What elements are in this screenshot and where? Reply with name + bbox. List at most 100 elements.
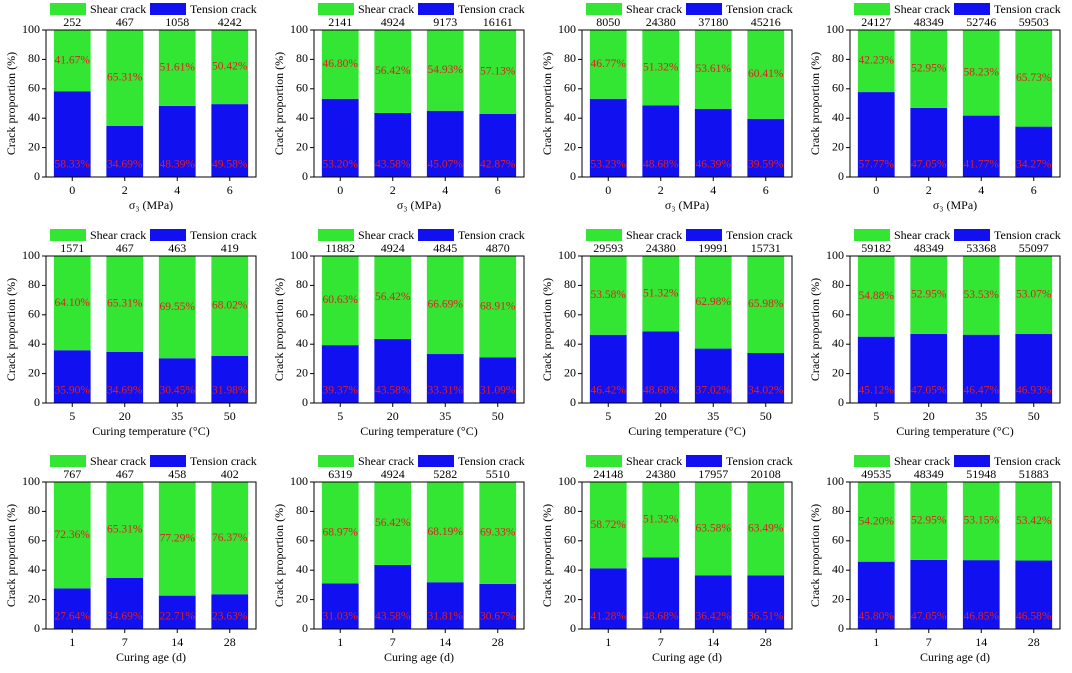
legend-swatch	[854, 455, 890, 467]
y-axis-title: Crack proportion (%)	[272, 504, 286, 607]
bar-segment	[374, 30, 412, 113]
y-tick-label: 0	[838, 169, 844, 183]
bar-total: 48349	[914, 241, 944, 255]
bar-segment	[589, 482, 627, 569]
bar-total: 5510	[486, 467, 510, 481]
chart-panel: Shear crack Tension crack 0 20 40 60 80 100 35.9…	[4, 228, 257, 438]
legend-label: Shear crack	[358, 454, 414, 468]
chart-panel: Shear crack Tension crack 0 20 40 60 80 100 45.1…	[808, 228, 1061, 438]
bar-total: 11882	[325, 241, 355, 255]
bar-total: 6319	[328, 467, 352, 481]
legend-swatch	[50, 229, 86, 241]
bar-segment	[53, 30, 91, 92]
x-tick-label: 2	[926, 183, 932, 197]
bar-total: 20108	[751, 467, 781, 481]
x-tick-label: 7	[926, 635, 932, 649]
bar-segment	[158, 595, 196, 629]
bar-segment	[106, 256, 144, 353]
chart-panel: Shear crack Tension crack02040608010058.3…	[4, 2, 257, 212]
value-label: 46.80%	[323, 58, 359, 70]
y-tick-label: 60	[564, 533, 576, 547]
legend-swatch	[418, 229, 454, 241]
bar-total: 29593	[593, 241, 623, 255]
y-tick-label: 60	[296, 307, 308, 321]
plot-frame	[849, 29, 1061, 178]
legend-swatch	[318, 229, 354, 241]
legend-swatch	[418, 3, 454, 15]
x-tick-label: 35	[707, 409, 719, 423]
value-label: 31.09%	[480, 385, 516, 397]
x-axis-title: Curing age (d)	[920, 650, 990, 664]
bar-segment	[106, 578, 144, 629]
x-tick-label: 6	[763, 183, 769, 197]
value-label: 65.98%	[748, 298, 784, 310]
chart-panel: Shear crack Tension crack 0 20 40 60 80 100 46.4…	[540, 228, 793, 438]
value-label: 46.77%	[591, 58, 627, 70]
bar-total: 15731	[751, 241, 781, 255]
legend-swatch	[686, 3, 722, 15]
bar-segment	[426, 482, 464, 583]
x-tick-label: 1	[873, 635, 879, 649]
legend-label: Shear crack	[90, 454, 146, 468]
y-tick-label: 100	[290, 248, 308, 262]
bar-segment	[1015, 482, 1053, 561]
value-label: 53.15%	[964, 515, 1000, 527]
x-tick-label: 5	[69, 409, 75, 423]
bar-segment	[479, 583, 517, 629]
legend-label: Shear crack	[894, 454, 950, 468]
y-tick-label: 60	[564, 81, 576, 95]
y-tick-label: 20	[296, 139, 308, 153]
y-tick-label: 100	[826, 248, 844, 262]
value-label: 34.69%	[107, 159, 143, 171]
chart-panel: Shear crack Tension crack 0 20 40 60 80 100 27.6…	[4, 454, 257, 664]
bar-segment	[962, 256, 1000, 335]
bar-segment	[479, 482, 517, 584]
x-tick-label: 35	[975, 409, 987, 423]
x-axis-title: Curing age (d)	[384, 650, 454, 664]
bar-segment	[1015, 256, 1053, 335]
x-axis-title: σ₃ (MPa)	[665, 198, 709, 212]
plot-frame	[313, 481, 525, 630]
y-axis-title: Crack proportion (%)	[540, 52, 554, 155]
y-tick-label: 20	[832, 365, 844, 379]
x-tick-label: 5	[605, 409, 611, 423]
value-label: 65.31%	[107, 72, 143, 84]
legend-label: Tension crack	[190, 228, 257, 242]
y-tick-label: 0	[34, 169, 40, 183]
y-tick-label: 20	[296, 365, 308, 379]
y-tick-label: 40	[28, 110, 40, 124]
value-label: 53.42%	[1016, 515, 1052, 527]
legend-swatch	[50, 3, 86, 15]
legend-label: Shear crack	[358, 228, 414, 242]
value-label: 23.63%	[212, 611, 248, 623]
bar-segment	[321, 30, 359, 99]
bar-total: 24380	[646, 15, 676, 29]
bar-segment	[53, 350, 91, 403]
chart-panel: Shear crack Tension crack02040608010053.2…	[540, 2, 793, 212]
plot-frame	[581, 255, 793, 404]
y-tick-label: 80	[564, 277, 576, 291]
y-tick-label: 40	[832, 562, 844, 576]
bar-segment	[321, 345, 359, 403]
y-tick-label: 40	[28, 336, 40, 350]
bar-total: 53368	[966, 241, 996, 255]
value-label: 60.63%	[323, 294, 359, 306]
y-axis-title: Crack proportion (%)	[808, 504, 822, 607]
y-tick-label: 100	[826, 474, 844, 488]
y-tick-label: 100	[22, 22, 40, 36]
y-axis-title: Crack proportion (%)	[4, 52, 18, 155]
bar-segment	[158, 105, 196, 177]
bar-segment	[321, 482, 359, 584]
value-label: 54.93%	[428, 64, 464, 76]
x-tick-label: 2	[658, 183, 664, 197]
x-axis-title: σ₃ (MPa)	[933, 198, 977, 212]
value-label: 54.20%	[859, 515, 895, 527]
bar-segment	[374, 338, 412, 403]
legend-swatch	[686, 455, 722, 467]
y-tick-label: 80	[832, 503, 844, 517]
x-tick-label: 5	[337, 409, 343, 423]
legend-swatch	[854, 229, 890, 241]
y-tick-label: 40	[564, 336, 576, 350]
y-tick-label: 80	[296, 277, 308, 291]
bar-segment	[374, 256, 412, 339]
